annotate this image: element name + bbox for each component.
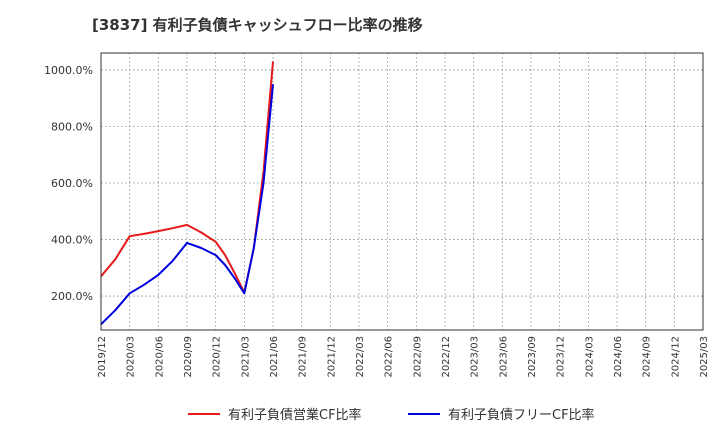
x-tick-label: 2023/03 (470, 336, 481, 378)
x-tick-label: 2023/06 (498, 336, 509, 378)
y-tick-label: 1000.0% (44, 64, 93, 77)
x-tick-label: 2024/09 (642, 336, 653, 378)
y-axis-ticks: 200.0% 400.0% 600.0% 800.0% 1000.0% (44, 64, 93, 303)
y-tick-label: 200.0% (51, 290, 93, 303)
x-tick-label: 2022/03 (355, 336, 366, 378)
legend: 有利子負債営業CF比率 有利子負債フリーCF比率 (188, 407, 595, 423)
x-tick-label: 2025/03 (699, 336, 710, 378)
y-tick-label: 800.0% (51, 120, 93, 133)
legend-label-1: 有利子負債営業CF比率 (228, 407, 362, 423)
x-tick-label: 2020/09 (183, 336, 194, 378)
x-tick-label: 2024/12 (670, 336, 681, 378)
y-tick-label: 600.0% (51, 177, 93, 190)
series-lines (100, 61, 274, 326)
x-tick-label: 2023/12 (556, 336, 567, 378)
x-tick-label: 2021/06 (269, 336, 280, 378)
x-tick-label: 2023/09 (527, 336, 538, 378)
x-tick-label: 2022/09 (412, 336, 423, 378)
grid-lines (100, 53, 704, 330)
x-tick-label: 2020/06 (154, 336, 165, 378)
x-tick-label: 2022/12 (441, 336, 452, 378)
x-tick-label: 2022/06 (384, 336, 395, 378)
x-tick-label: 2021/09 (298, 336, 309, 378)
x-tick-label: 2024/03 (584, 336, 595, 378)
x-tick-label: 2024/06 (613, 336, 624, 378)
x-tick-label: 2021/03 (240, 336, 251, 378)
x-axis-ticks: 2019/12 2020/03 2020/06 2020/09 2020/12 2021/… (97, 336, 710, 378)
x-tick-label: 2020/12 (212, 336, 223, 378)
y-tick-label: 400.0% (51, 234, 93, 247)
legend-label-2: 有利子負債フリーCF比率 (448, 407, 595, 423)
series-line-2 (100, 84, 274, 326)
plot-frame (100, 52, 704, 331)
chart-title: [3837] 有利子負債キャッシュフロー比率の推移 (92, 16, 423, 34)
x-tick-label: 2021/12 (326, 336, 337, 378)
x-tick-label: 2019/12 (97, 336, 108, 378)
x-tick-label: 2020/03 (126, 336, 137, 378)
